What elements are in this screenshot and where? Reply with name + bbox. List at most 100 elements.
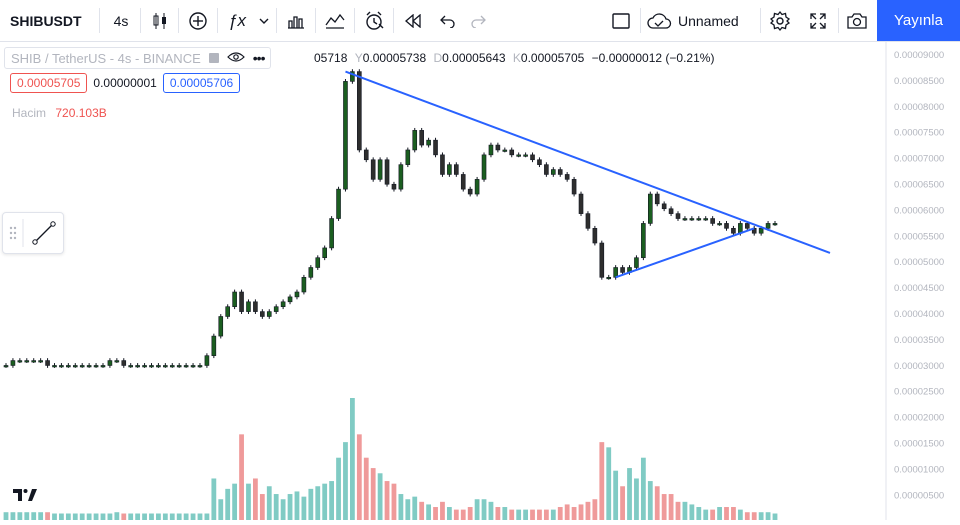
volume-bar: [72, 513, 78, 520]
candle-body: [3, 365, 9, 368]
trend-line: [615, 227, 755, 279]
price-axis[interactable]: 0.00009000 0.00008500 0.00008000 0.00007500…: [894, 50, 944, 501]
fx-icon[interactable]: ƒx: [228, 10, 246, 30]
volume-bar: [149, 513, 154, 520]
volume-bar: [114, 512, 120, 520]
square-icon[interactable]: [208, 53, 219, 63]
candle-body: [343, 81, 348, 190]
toolbar-divider: [354, 8, 355, 33]
candle-body: [17, 360, 23, 363]
drawing-tool-widget[interactable]: [2, 212, 64, 254]
toolbar-divider: [178, 8, 179, 33]
candle-body: [454, 164, 459, 175]
candle-body: [135, 365, 140, 368]
buy-price-button[interactable]: 0.00005706: [162, 73, 241, 93]
candle-body: [52, 365, 57, 368]
volume-bar: [613, 470, 619, 520]
candle-body: [620, 267, 625, 273]
volume-bar: [502, 507, 508, 520]
candles-icon[interactable]: [145, 0, 175, 41]
volume-bar: [744, 512, 750, 520]
volume-bar: [65, 513, 71, 520]
redo-icon[interactable]: [464, 0, 492, 41]
candle-body: [218, 316, 224, 337]
candle-body: [163, 365, 168, 368]
bars-icon[interactable]: [281, 0, 311, 41]
volume-bar: [391, 483, 397, 520]
candle-body: [675, 213, 681, 219]
volume-bar: [343, 442, 348, 520]
candle-body: [211, 335, 217, 356]
more-icon[interactable]: •••: [252, 50, 266, 66]
volume-bar: [717, 507, 722, 520]
volume-bar: [585, 501, 591, 520]
candle-body: [156, 365, 161, 368]
volume-bar: [107, 513, 113, 520]
candle-body: [447, 164, 452, 175]
replay-icon[interactable]: [398, 0, 428, 41]
volume-bar: [564, 504, 570, 520]
volume-bar: [675, 501, 681, 520]
trend-lines[interactable]: [345, 70, 831, 279]
candle-body: [79, 365, 85, 368]
alert-icon[interactable]: [359, 0, 389, 41]
candle-body: [460, 174, 466, 190]
tradingview-logo[interactable]: [8, 480, 42, 510]
volume-bar: [640, 457, 646, 520]
volume-bar: [3, 512, 9, 520]
volume-bar: [627, 468, 632, 520]
interval-button[interactable]: 4s: [113, 12, 129, 29]
expand-icon[interactable]: [803, 0, 833, 41]
candle-body: [412, 130, 418, 151]
volume-bar: [100, 513, 106, 520]
chart-area[interactable]: 0.00009000 0.00008500 0.00008000 0.00007500…: [0, 42, 960, 520]
drag-handle-icon[interactable]: [9, 226, 17, 240]
volume-bar: [377, 473, 383, 520]
symbol-legend[interactable]: SHIB / TetherUS - 4s - BINANCE •••: [4, 47, 272, 69]
volume-bar: [516, 509, 522, 520]
candle-body: [585, 213, 591, 229]
candle-body: [544, 164, 549, 175]
trend-line-tool-icon[interactable]: [32, 221, 56, 245]
chevron-down-icon[interactable]: [254, 0, 274, 41]
volume-bars: [3, 398, 778, 520]
gear-icon[interactable]: [765, 0, 795, 41]
volume-bar: [59, 513, 64, 520]
price-tick-label: 0.00008500: [894, 76, 944, 87]
symbol-legend-box[interactable]: SHIB / TetherUS - 4s - BINANCE •••: [4, 47, 272, 69]
volume-bar: [287, 494, 293, 520]
price-tick-label: 0.00004500: [894, 283, 944, 294]
volume-bar: [751, 512, 757, 520]
candle-body: [315, 257, 321, 268]
layout-name-button[interactable]: Unnamed: [646, 0, 756, 41]
undo-icon[interactable]: [434, 0, 462, 41]
volume-bar: [550, 509, 556, 520]
candle-body: [24, 360, 30, 363]
candle-body: [682, 218, 688, 221]
candle-body: [647, 193, 653, 224]
camera-icon[interactable]: [842, 0, 872, 41]
volume-bar: [467, 507, 473, 520]
sell-price-button[interactable]: 0.00005705: [10, 73, 88, 93]
fullscreen-box-icon[interactable]: [606, 0, 636, 41]
price-chart[interactable]: 0.00009000 0.00008500 0.00008000 0.00007500…: [0, 42, 960, 520]
volume-bar: [301, 496, 307, 520]
symbol-search[interactable]: SHIBUSDT: [10, 12, 82, 29]
candle-body: [38, 360, 43, 363]
volume-bar: [474, 499, 480, 520]
eye-icon[interactable]: [226, 51, 245, 66]
publish-button[interactable]: Yayınla: [877, 0, 960, 41]
volume-bar: [543, 509, 549, 520]
volume-bar: [654, 486, 660, 520]
volume-bar: [266, 486, 272, 520]
volume-bar: [620, 486, 625, 520]
candle-body: [169, 365, 175, 368]
volume-legend[interactable]: Hacim 720.103B: [12, 106, 107, 120]
candle-body: [523, 154, 528, 157]
price-tick-label: 0.00006000: [894, 205, 944, 216]
compare-icon[interactable]: [320, 0, 350, 41]
candle-body: [474, 179, 480, 195]
layout-name: Unnamed: [678, 12, 739, 29]
add-indicator-icon[interactable]: [183, 0, 213, 41]
candle-body: [384, 159, 390, 185]
